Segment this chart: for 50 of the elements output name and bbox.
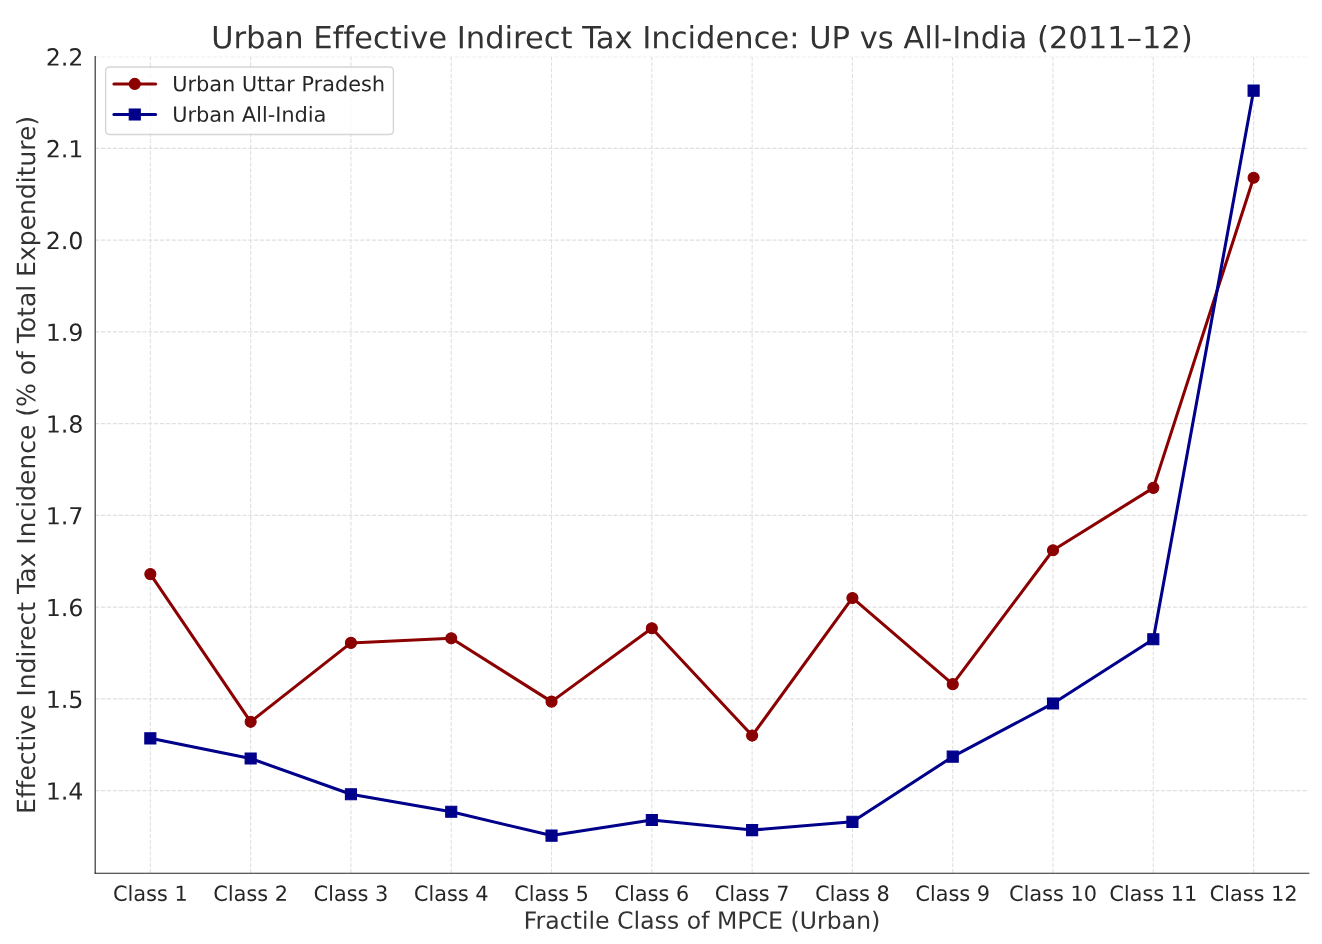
- y-tick-label: 2.1: [47, 139, 82, 158]
- y-tick-label: 2.0: [47, 231, 82, 250]
- point: [1046, 544, 1060, 557]
- point: [545, 695, 558, 708]
- y-tick-label: 1.6: [48, 598, 82, 617]
- point: [445, 805, 458, 818]
- point: [445, 632, 458, 645]
- point: [645, 622, 658, 635]
- x-tick-label: Class 1: [114, 885, 186, 902]
- y-tick-label: 1.9: [48, 323, 82, 342]
- y-tick-label: 1.5: [48, 690, 82, 709]
- point: [344, 636, 358, 649]
- x-tick-label: Class 6: [615, 885, 688, 902]
- x-axis-title: Fractile Class of MPCE (Urban): [525, 910, 879, 932]
- x-tick-label: Class 10: [1010, 885, 1096, 902]
- x-tick-label: Class 12: [1210, 885, 1296, 902]
- point: [244, 752, 257, 765]
- y-tick-label: 2.2: [47, 48, 82, 66]
- point: [344, 788, 358, 801]
- point: [645, 813, 658, 827]
- point: [1147, 633, 1160, 646]
- point: [144, 732, 157, 745]
- y-tick-label: 1.4: [48, 782, 83, 800]
- x-tick-label: Class 9: [916, 885, 989, 902]
- point: [545, 829, 558, 842]
- legend-label: Urban Uttar Pradesh: [174, 75, 384, 92]
- x-tick-label: Class 7: [715, 885, 788, 902]
- x-tick-label: Class 2: [214, 885, 286, 902]
- point: [746, 729, 759, 742]
- point: [846, 591, 859, 605]
- x-tick-label: Class 8: [816, 885, 889, 902]
- y-tick-label: 1.8: [48, 415, 82, 433]
- chart-title: Urban Effective Indirect Tax Incidence: UP vs All-India (2011–12): [213, 25, 1191, 53]
- point: [946, 678, 959, 691]
- point: [1046, 697, 1060, 710]
- point: [1247, 171, 1260, 184]
- x-tick-label: Class 4: [415, 885, 488, 902]
- y-tick-label: 1.7: [48, 507, 82, 525]
- legend-label: Urban All-India: [174, 105, 325, 123]
- point: [946, 750, 959, 763]
- x-tick-label: Class 5: [515, 885, 588, 902]
- y-axis-title: Effective Indirect Tax Incidence (% of Total Expenditure): [16, 118, 41, 812]
- point: [144, 568, 157, 581]
- point: [846, 815, 859, 828]
- point: [244, 715, 257, 728]
- point: [1147, 481, 1160, 494]
- point: [1247, 84, 1260, 97]
- x-tick-label: Class 3: [314, 885, 387, 902]
- x-tick-label: Class 11: [1110, 885, 1196, 902]
- point: [746, 824, 759, 837]
